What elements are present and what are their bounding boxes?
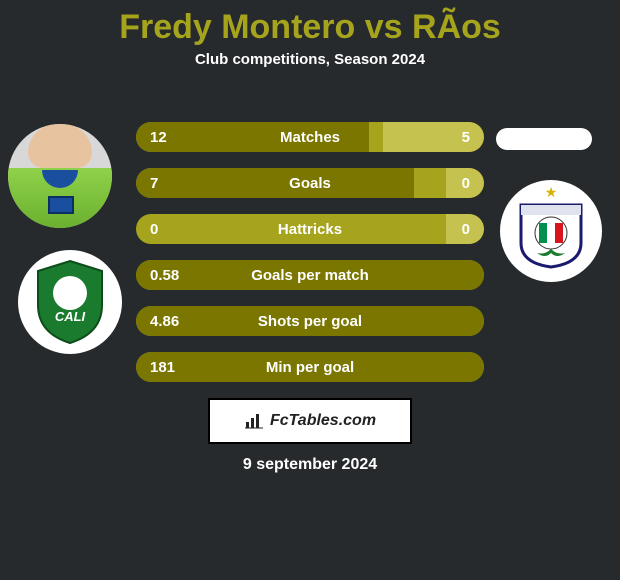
stat-label: Goals per match [136, 267, 484, 284]
stats-bars: 125Matches 70Goals 00Hattricks 0.58Goals pe… [136, 122, 484, 398]
stat-row: 0.58Goals per match [136, 260, 484, 290]
stat-row: 00Hattricks [136, 214, 484, 244]
star-icon: ★ [545, 184, 558, 201]
stat-row: 4.86Shots per goal [136, 306, 484, 336]
watermark: FcTables.com [208, 398, 412, 444]
stat-label: Hattricks [136, 221, 484, 238]
chart-icon [244, 413, 264, 429]
stat-label: Min per goal [136, 359, 484, 376]
stat-row: 181Min per goal [136, 352, 484, 382]
stat-row: 70Goals [136, 168, 484, 198]
club-badge-text: CALI [55, 309, 86, 324]
stat-row: 125Matches [136, 122, 484, 152]
stat-label: Goals [136, 175, 484, 192]
stat-label: Matches [136, 129, 484, 146]
page-title: Fredy Montero vs RÃ­os [0, 0, 620, 51]
player-left-club-badge: CALI [18, 250, 122, 354]
stat-label: Shots per goal [136, 313, 484, 330]
page-subtitle: Club competitions, Season 2024 [0, 51, 620, 68]
player-left-avatar [8, 124, 112, 228]
watermark-text: FcTables.com [270, 412, 376, 430]
player-right-avatar-placeholder [496, 128, 592, 150]
footer-date: 9 september 2024 [0, 456, 620, 474]
player-right-club-badge: ★ [500, 180, 602, 282]
